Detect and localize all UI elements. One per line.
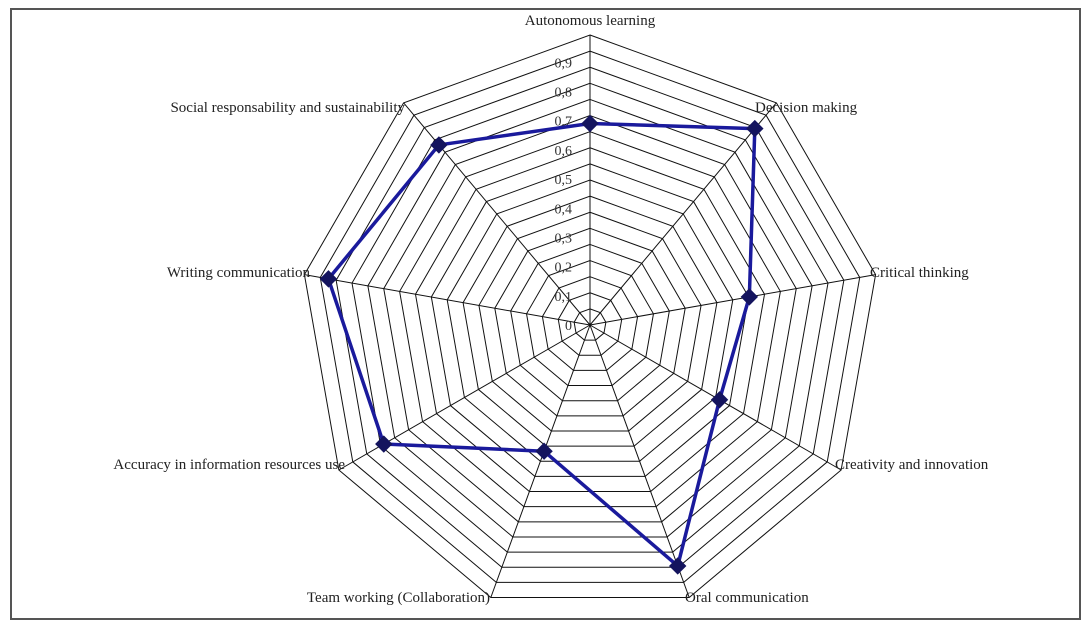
data-point-marker (535, 442, 553, 460)
grid-ring (430, 163, 750, 477)
data-point-marker (319, 270, 338, 288)
category-label: Accuracy in information resources use (113, 457, 345, 473)
axis-spoke (589, 324, 690, 598)
tick-label: 0,9 (555, 56, 573, 71)
grid-ring (367, 98, 813, 538)
category-label: Oral communication (685, 590, 809, 606)
grid-ring (335, 66, 845, 568)
grid-ring (303, 34, 877, 599)
grid-ring (446, 179, 734, 462)
axis-spoke (490, 324, 591, 598)
chart-frame (10, 8, 1081, 620)
grid-ring (510, 243, 670, 402)
data-point-marker (740, 288, 759, 306)
grid-ring (351, 82, 829, 553)
tick-label: 0,1 (555, 290, 573, 305)
category-label: Creativity and innovation (835, 457, 989, 473)
axis-spoke (589, 274, 876, 326)
data-point-marker (746, 119, 764, 138)
category-label: Writing communication (167, 265, 311, 281)
tick-label: 0,2 (555, 261, 573, 276)
axis-spoke (589, 102, 777, 326)
category-label: Social responsability and sustainability (170, 100, 405, 116)
data-point-marker (430, 136, 448, 154)
category-label: Team working (Collaboration) (307, 590, 490, 606)
grid-ring (573, 308, 607, 341)
grid-ring (557, 292, 623, 356)
data-point-marker (668, 557, 687, 575)
category-label: Critical thinking (870, 265, 969, 281)
grid-ring (462, 195, 718, 447)
series-line (326, 121, 757, 568)
tick-label: 0,5 (555, 173, 573, 188)
category-label: Autonomous learning (525, 13, 656, 29)
tick-label: 0,6 (555, 144, 573, 159)
grid-ring (399, 131, 781, 508)
tick-label: 0,4 (555, 202, 573, 217)
tick-label: 0 (565, 319, 572, 334)
data-point-marker (375, 435, 393, 453)
data-point-marker (710, 391, 729, 409)
grid-ring (383, 115, 797, 523)
grid-ring (541, 276, 639, 371)
grid-ring (526, 260, 654, 387)
grid-ring (319, 50, 861, 583)
axis-spoke (403, 102, 591, 326)
grid-ring (478, 211, 702, 432)
category-label: Decision making (755, 100, 858, 116)
data-point-marker (581, 114, 599, 133)
tick-label: 0,3 (555, 231, 573, 246)
grid-ring (494, 227, 686, 417)
axis-spoke (304, 274, 591, 326)
tick-label: 0,8 (555, 86, 573, 101)
